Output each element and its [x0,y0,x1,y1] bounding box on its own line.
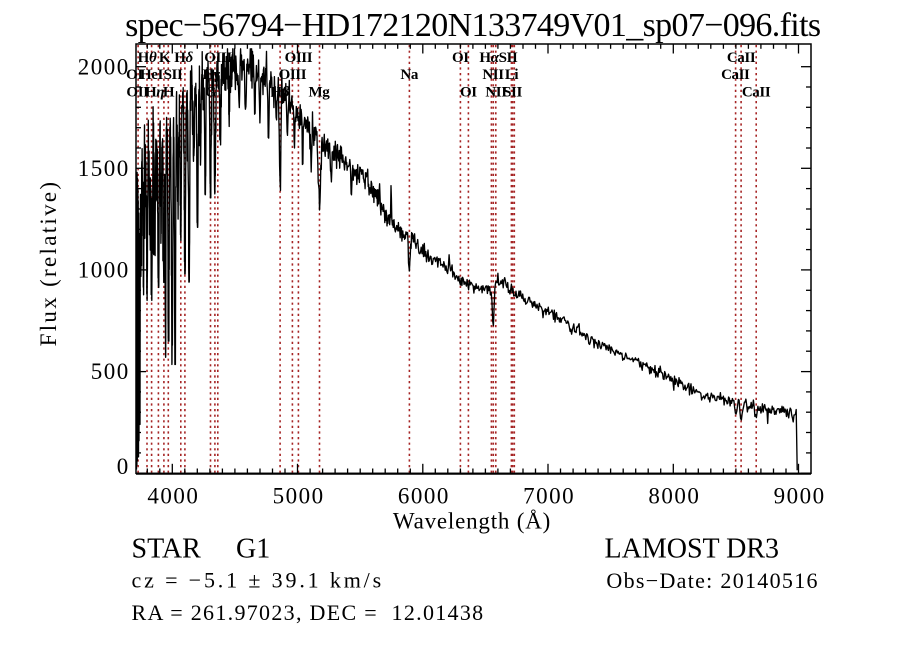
svg-text:NII: NII [482,67,504,83]
svg-text:Flux (relative): Flux (relative) [36,180,61,347]
svg-text:6000: 6000 [398,484,450,509]
svg-text:Hη: Hη [145,85,164,101]
svg-text:RA = 261.97023, DEC = 12.0143: RA = 261.97023, DEC = 12.01438 [132,600,485,625]
svg-text:H: H [163,85,175,101]
svg-text:OI: OI [126,67,143,83]
svg-text:Hα: Hα [479,50,499,66]
svg-text:OII: OII [126,85,149,101]
svg-text:OIII: OIII [204,50,232,66]
svg-text:4000: 4000 [147,484,199,509]
svg-text:SII: SII [499,50,518,66]
svg-text:LAMOST DR3: LAMOST DR3 [605,534,780,565]
svg-text:Wavelength (Å): Wavelength (Å) [393,509,551,534]
svg-text:Hγ: Hγ [202,67,220,83]
svg-text:1000: 1000 [78,258,130,283]
svg-text:SII: SII [503,85,522,101]
svg-text:G1: G1 [236,534,270,565]
svg-text:OI: OI [452,50,469,66]
svg-text:Hβ: Hβ [271,85,290,101]
svg-text:7000: 7000 [523,484,575,509]
svg-text:STAR: STAR [132,534,202,565]
svg-text:NII: NII [485,85,507,101]
svg-text:CaII: CaII [742,85,771,101]
svg-text:G: G [205,85,217,101]
svg-text:SII: SII [164,67,183,83]
svg-text:0: 0 [117,454,130,479]
svg-text:1500: 1500 [78,156,130,181]
svg-text:5000: 5000 [273,484,325,509]
svg-text:spec−56794−HD172120N133749V01_: spec−56794−HD172120N133749V01_sp07−096.f… [125,7,820,44]
svg-text:Mg: Mg [308,85,330,101]
svg-text:OIII: OIII [279,67,307,83]
svg-text:2000: 2000 [78,54,130,79]
svg-text:cz = −5.1 ± 39.1 km/s: cz = −5.1 ± 39.1 km/s [132,568,385,593]
svg-text:OIII: OIII [285,50,313,66]
svg-text:Li: Li [505,67,519,83]
svg-text:Obs−Date: 20140516: Obs−Date: 20140516 [606,568,818,593]
svg-text:8000: 8000 [648,484,700,509]
svg-text:Hδ: Hδ [174,50,193,66]
svg-text:9000: 9000 [774,484,826,509]
svg-text:CaII: CaII [721,67,750,83]
svg-text:OI: OI [460,85,477,101]
svg-text:HeI: HeI [140,67,164,83]
svg-text:CaII: CaII [727,50,756,66]
svg-text:K: K [159,50,171,66]
svg-text:Hθ: Hθ [138,50,157,66]
svg-text:Na: Na [400,67,418,83]
svg-text:500: 500 [91,359,130,384]
